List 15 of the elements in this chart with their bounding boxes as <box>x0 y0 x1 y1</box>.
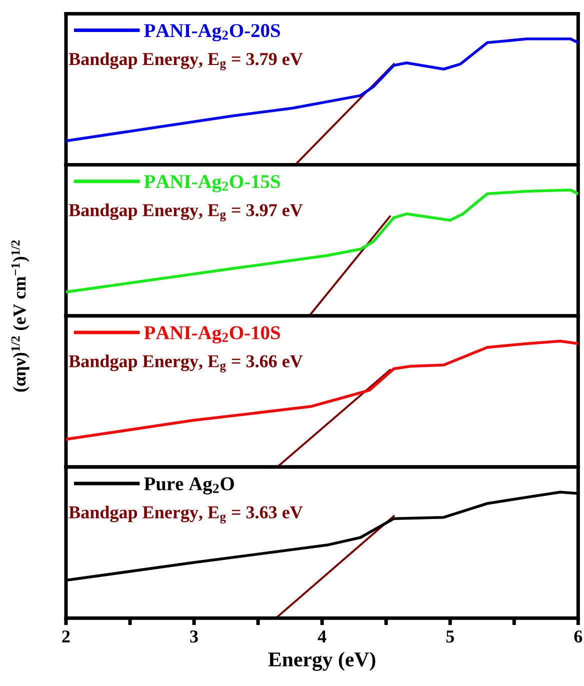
annotation: Bandgap Energy, E$_{g}$ = 3.79 eV <box>68 52 303 70</box>
legend-label: PANI-Ag$_{2}$O-20S <box>144 24 280 42</box>
legend-label: PANI-Ag$_{2}$O-15S <box>144 175 280 192</box>
y-axis-title: (αην)$^{1/2}$ (eV cm$^{−1}$)$^{1/2}$ <box>11 240 30 392</box>
x-tick-label: 6 <box>574 630 582 643</box>
legend-label: Pure Ag$_{2}$O <box>144 477 234 494</box>
x-axis-title: Energy (eV) <box>268 652 376 671</box>
x-tick-label: 5 <box>446 630 454 643</box>
annotation: Bandgap Energy, E$_{g}$ = 3.66 eV <box>68 354 303 372</box>
annotation: Bandgap Energy, E$_{g}$ = 3.63 eV <box>68 506 303 524</box>
x-tick-label: 4 <box>318 630 326 642</box>
x-tick-label: 3 <box>190 630 198 643</box>
annotation: Bandgap Energy, E$_{g}$ = 3.97 eV <box>68 204 303 222</box>
x-tick-label: 2 <box>62 630 70 642</box>
legend-label: PANI-Ag$_{2}$O-10S <box>144 326 280 344</box>
